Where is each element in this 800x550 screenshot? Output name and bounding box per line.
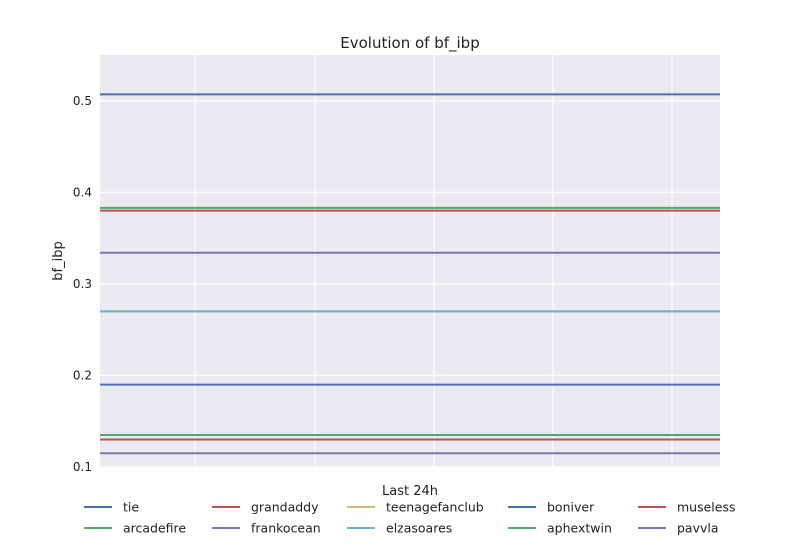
y-tick-label: 0.3	[73, 277, 92, 291]
legend-label-boniver: boniver	[547, 500, 595, 515]
legend: tie arcadefire grandaddy frankocean teenagef…	[84, 500, 736, 536]
y-grid	[100, 100, 720, 468]
series-lines	[100, 93, 720, 455]
y-axis-label: bf_ibp	[51, 241, 66, 280]
plot-background	[100, 55, 720, 467]
legend-label-aphextwin: aphextwin	[547, 521, 612, 536]
x-axis-label: Last 24h	[382, 484, 438, 499]
chart-title: Evolution of bf_ibp	[340, 34, 479, 53]
legend-label-arcadefire: arcadefire	[123, 521, 186, 536]
x-grid	[194, 55, 673, 467]
y-tick-label: 0.1	[73, 460, 92, 474]
legend-label-teenagefanclub: teenagefanclub	[386, 500, 484, 515]
y-tick-label: 0.5	[73, 94, 92, 108]
legend-label-pavvla: pavvla	[677, 521, 719, 536]
legend-label-grandaddy: grandaddy	[251, 500, 319, 515]
y-tick-label: 0.4	[73, 185, 92, 199]
legend-label-elzasoares: elzasoares	[386, 521, 452, 536]
y-axis-ticks: 0.1 0.2 0.3 0.4 0.5	[73, 94, 92, 474]
legend-label-frankocean: frankocean	[251, 521, 321, 536]
y-tick-label: 0.2	[73, 368, 92, 382]
legend-label-museless: museless	[677, 500, 736, 515]
legend-label-tie: tie	[123, 500, 139, 515]
